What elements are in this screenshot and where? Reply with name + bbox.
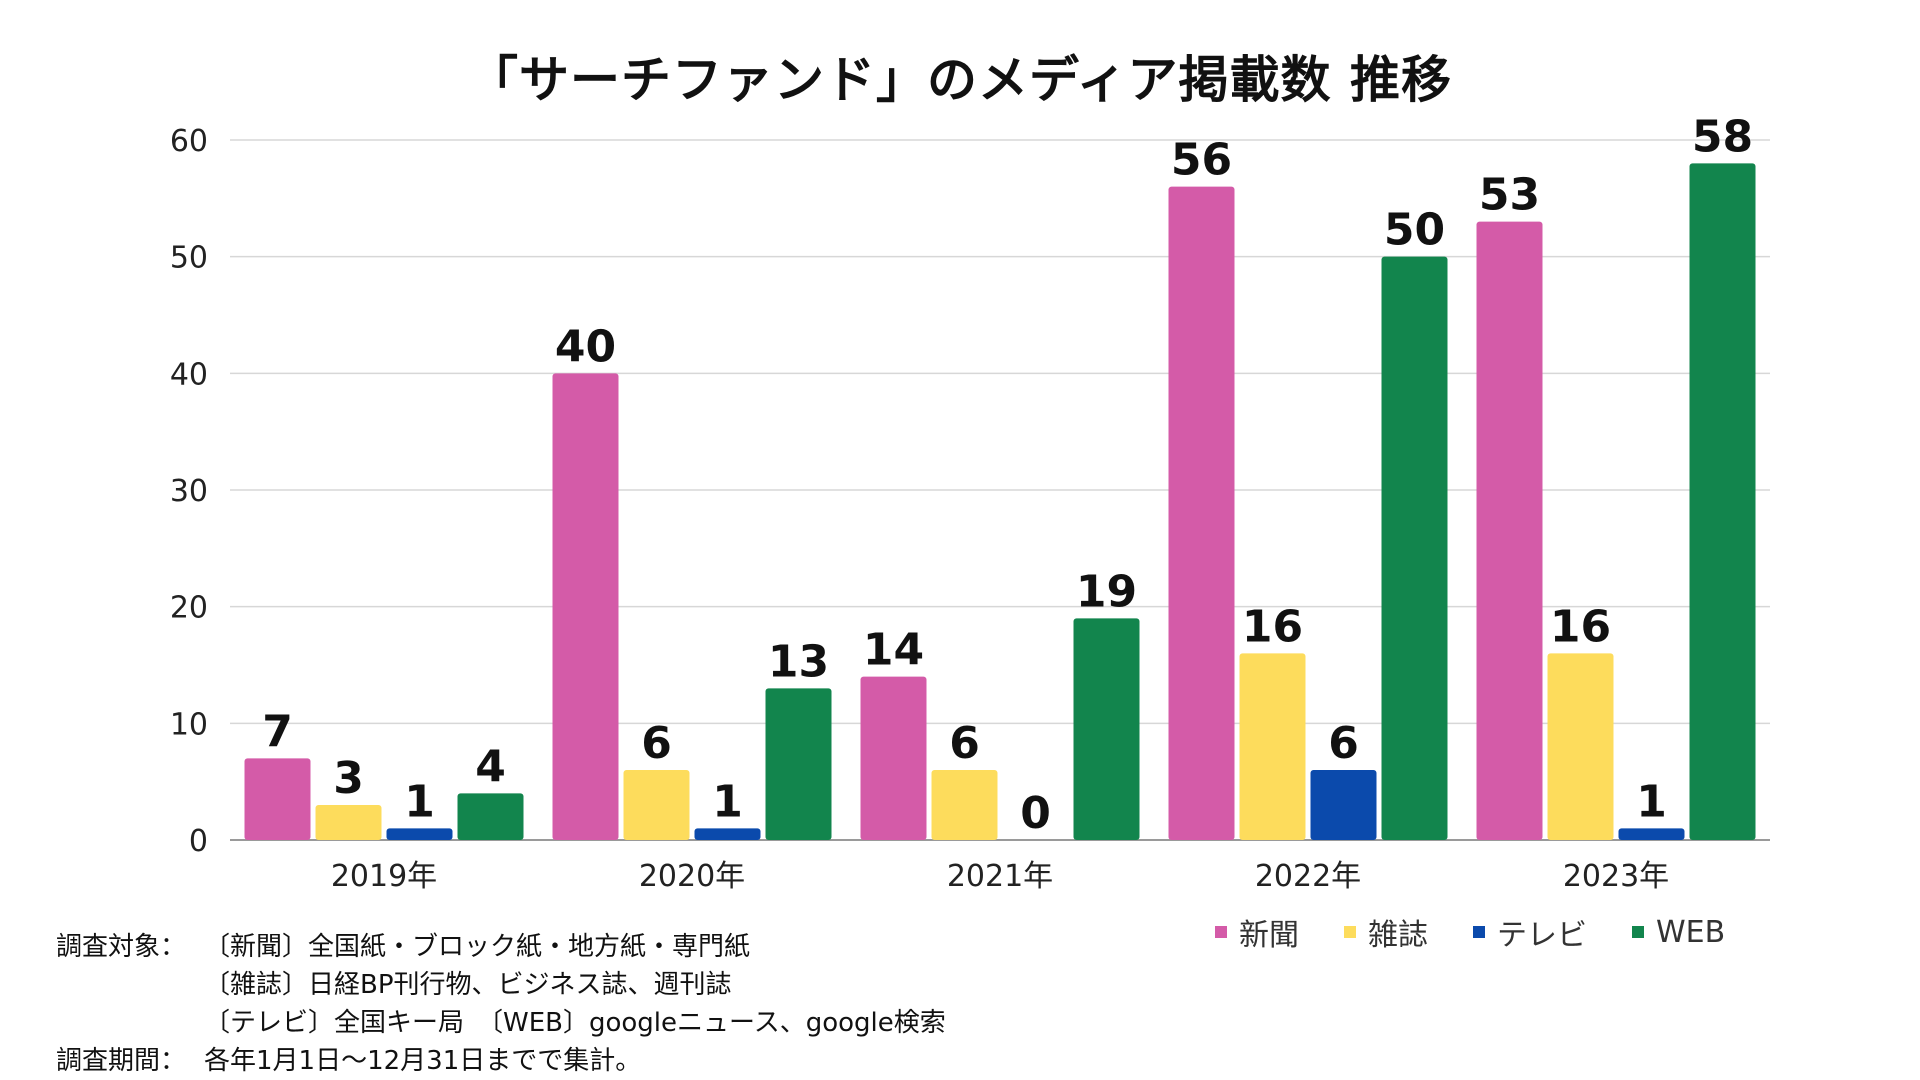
chart-title: 「サーチファンド」のメディア掲載数 推移 <box>468 51 1452 109</box>
legend-label: WEB <box>1656 914 1726 950</box>
x-tick-label: 2021年 <box>947 859 1053 894</box>
data-label: 16 <box>1550 601 1611 652</box>
bar-1 <box>552 373 619 840</box>
x-tick-label: 2022年 <box>1255 859 1361 894</box>
bar-1 <box>860 676 927 840</box>
x-tick-label: 2023年 <box>1563 859 1669 894</box>
data-label: 6 <box>949 718 980 769</box>
survey-notes: 調査対象： 〔新聞〕全国紙・ブロック紙・地方紙・専門紙 〔雑誌〕日経BP刊行物、… <box>56 928 946 1080</box>
y-tick-label: 40 <box>170 357 208 392</box>
data-label: 1 <box>1636 776 1667 827</box>
note-key: 調査期間： <box>56 1046 187 1076</box>
data-label: 0 <box>1020 788 1051 839</box>
bar-3 <box>386 828 453 840</box>
data-label: 56 <box>1171 135 1232 186</box>
legend-label: 新聞 <box>1239 918 1299 953</box>
y-tick-label: 20 <box>170 591 208 626</box>
bar-2 <box>1239 653 1306 840</box>
data-label: 3 <box>333 753 364 804</box>
note-text: 〔新聞〕全国紙・ブロック紙・地方紙・専門紙 <box>204 932 751 962</box>
data-label: 6 <box>1328 718 1359 769</box>
note-row: 調査期間： 各年1月1日〜12月31日までで集計。 <box>56 1042 946 1080</box>
legend-swatch <box>1215 926 1227 938</box>
bar-4 <box>1073 618 1140 840</box>
legend-label: 雑誌 <box>1368 918 1428 953</box>
note-key: 調査対象： <box>56 932 187 962</box>
data-label: 4 <box>475 741 506 792</box>
bar-1 <box>1476 221 1543 840</box>
bar-2 <box>315 805 382 840</box>
bar-4 <box>765 688 832 840</box>
bar-1 <box>244 758 311 840</box>
bar-3 <box>694 828 761 840</box>
bar-3 <box>1618 828 1685 840</box>
legend: 新聞 雑誌 テレビ WEB <box>1215 910 1725 954</box>
x-tick-label: 2020年 <box>639 859 745 894</box>
y-tick-label: 50 <box>170 241 208 276</box>
data-label: 13 <box>768 636 829 687</box>
y-tick-label: 0 <box>189 824 208 859</box>
bar-2 <box>1547 653 1614 840</box>
note-text: 〔雑誌〕日経BP刊行物、ビジネス誌、週刊誌 <box>204 970 732 1000</box>
y-tick-label: 10 <box>170 707 208 742</box>
bar-2 <box>931 770 998 840</box>
legend-item: テレビ <box>1473 910 1587 954</box>
data-label: 7 <box>262 706 293 757</box>
bar-4 <box>1689 163 1756 841</box>
data-label: 14 <box>863 625 924 676</box>
bar-4 <box>1381 256 1448 841</box>
note-key <box>56 966 204 1004</box>
bar-3 <box>1310 770 1377 840</box>
legend-item: 雑誌 <box>1344 910 1428 954</box>
data-label: 50 <box>1384 205 1445 256</box>
note-row: 〔テレビ〕全国キー局 〔WEB〕googleニュース、google検索 <box>56 1004 946 1042</box>
data-label: 19 <box>1076 566 1137 617</box>
note-row: 調査対象： 〔新聞〕全国紙・ブロック紙・地方紙・専門紙 <box>56 928 946 966</box>
note-text: 各年1月1日〜12月31日までで集計。 <box>204 1046 642 1076</box>
data-label: 40 <box>555 321 616 372</box>
data-label: 6 <box>641 718 672 769</box>
y-tick-label: 60 <box>170 124 208 159</box>
legend-swatch <box>1473 926 1485 938</box>
data-label: 1 <box>712 776 743 827</box>
data-label: 53 <box>1479 170 1540 221</box>
bars <box>244 163 1756 841</box>
y-axis-ticks: 0 10 20 30 40 50 60 <box>170 124 208 859</box>
data-label: 1 <box>404 776 435 827</box>
y-tick-label: 30 <box>170 474 208 509</box>
legend-swatch <box>1344 926 1356 938</box>
data-label: 58 <box>1692 111 1753 162</box>
x-tick-label: 2019年 <box>331 859 437 894</box>
x-axis-ticks: 2019年 2020年 2021年 2022年 2023年 <box>331 859 1669 894</box>
legend-swatch <box>1632 926 1644 938</box>
legend-item: 新聞 <box>1215 910 1299 954</box>
legend-label: テレビ <box>1497 918 1587 953</box>
legend-item: WEB <box>1632 910 1725 954</box>
data-label: 16 <box>1242 601 1303 652</box>
note-key <box>56 1004 204 1042</box>
bar-4 <box>457 793 524 840</box>
note-text: 〔テレビ〕全国キー局 〔WEB〕googleニュース、google検索 <box>204 1008 946 1038</box>
note-row: 〔雑誌〕日経BP刊行物、ビジネス誌、週刊誌 <box>56 966 946 1004</box>
bar-2 <box>623 770 690 840</box>
bar-1 <box>1168 186 1235 840</box>
